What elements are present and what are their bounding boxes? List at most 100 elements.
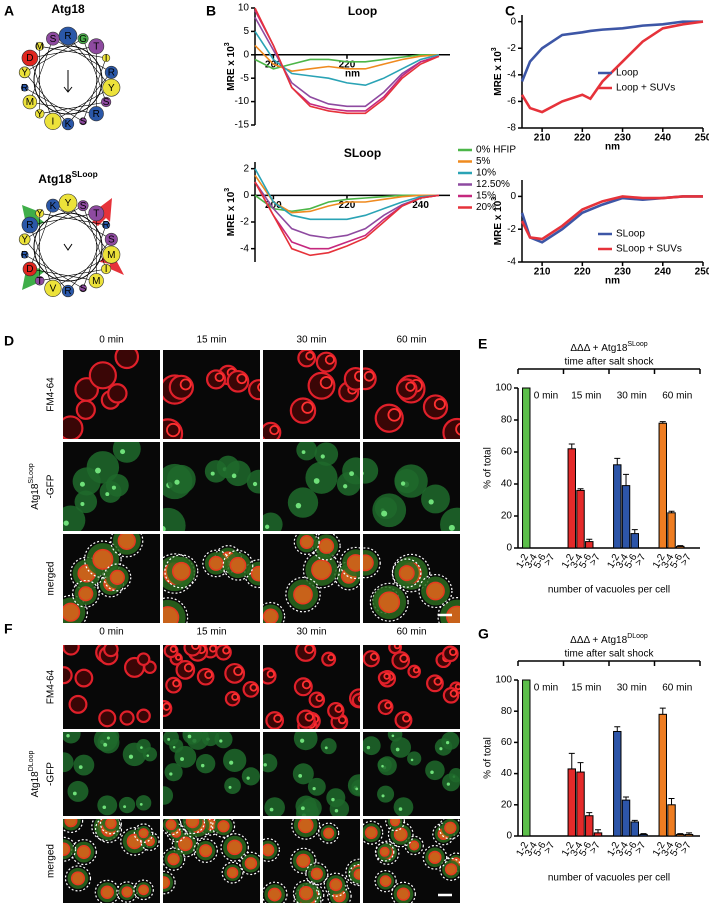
x-tick-label: >7 <box>679 552 694 568</box>
group-label: 30 min <box>617 683 647 694</box>
y-tick-label: 2 <box>243 163 249 174</box>
vacuole-merged <box>105 819 117 830</box>
residue-label: S <box>50 34 57 45</box>
cell-gfp <box>225 460 251 487</box>
cell-outline <box>263 881 288 903</box>
error-bar <box>614 457 621 465</box>
vacuole <box>301 401 314 414</box>
cell-outline <box>263 601 286 623</box>
residue <box>20 250 29 259</box>
vacuole-merged <box>297 819 314 834</box>
cells <box>363 457 460 531</box>
y-axis-label: MRE x 103 <box>491 197 503 245</box>
gfp-dot <box>167 737 171 741</box>
cell-gfp <box>295 795 317 816</box>
gfp-dot <box>331 797 335 802</box>
row-label: FM4-64 <box>46 377 57 412</box>
cell-outline <box>64 865 92 892</box>
y-tick-label: -8 <box>507 123 516 134</box>
y-tick-label: 20 <box>501 511 513 522</box>
cell-outline <box>63 819 84 834</box>
cells <box>363 547 460 623</box>
cell-outline <box>63 594 88 623</box>
vacuole <box>136 652 151 667</box>
vacuole <box>442 417 460 439</box>
residue-label: D <box>26 264 33 275</box>
y-tick-label: 0 <box>510 16 516 27</box>
bar <box>658 422 667 549</box>
residue <box>21 49 39 67</box>
legend-label: 15% <box>476 191 496 202</box>
chart-title: Loop <box>348 4 377 18</box>
series-line <box>254 7 440 115</box>
cell-gfp <box>377 785 395 803</box>
vacuole-merged <box>298 886 314 901</box>
vacuole-merged <box>78 586 94 602</box>
vacuole-merged <box>63 602 81 622</box>
row-label: merged <box>46 844 57 878</box>
superscript: 3 <box>491 47 498 51</box>
cell-outline <box>166 823 186 843</box>
residue <box>34 108 45 119</box>
vacuole <box>454 683 460 691</box>
row-label: -GFP <box>46 762 57 786</box>
cell-outline <box>163 597 189 623</box>
cell-gfp <box>293 732 318 751</box>
gfp-dot <box>269 807 274 812</box>
gfp-dot <box>80 502 85 507</box>
error-bar <box>586 812 593 816</box>
gfp-dot <box>381 510 388 517</box>
vacuole <box>266 669 275 679</box>
residue <box>35 41 45 51</box>
gfp-dot <box>381 764 384 768</box>
cell-outline <box>133 823 154 843</box>
residue-label: I <box>105 264 108 275</box>
residue-label: R <box>93 109 100 120</box>
gfp-dot <box>219 739 223 743</box>
cell-gfp <box>63 752 74 773</box>
error-bar <box>577 488 584 491</box>
cell-outline <box>263 838 280 862</box>
column-header: 60 min <box>396 627 426 638</box>
gfp-dot <box>103 742 108 747</box>
group-label: 60 min <box>662 391 692 402</box>
vacuole <box>169 645 178 653</box>
vacuole <box>315 693 324 703</box>
cell-gfp <box>314 442 339 466</box>
column-header: 60 min <box>396 335 426 346</box>
cell-outline <box>311 534 341 561</box>
vacuole <box>119 710 135 726</box>
cell-outline <box>70 839 97 866</box>
cells <box>363 645 460 729</box>
bar <box>613 464 622 549</box>
cell-gfp <box>214 732 233 749</box>
panel-label: E <box>478 336 487 352</box>
cell-outline <box>391 553 431 593</box>
text-part: Atg18 <box>51 2 85 16</box>
vacuole-merged <box>163 606 180 623</box>
vacuole <box>388 645 403 655</box>
error-bar <box>668 798 675 805</box>
bar <box>567 448 576 549</box>
bar <box>585 541 594 549</box>
residue <box>21 216 39 234</box>
vacuole-merged <box>226 866 239 879</box>
cell-gfp <box>372 493 407 528</box>
residue-label: R <box>26 220 33 231</box>
cell-outline <box>220 833 249 862</box>
superscript: SLoop <box>72 169 98 179</box>
gfp-dot <box>445 740 450 745</box>
gfp-dot <box>187 734 192 739</box>
cell-outline <box>392 558 422 588</box>
cells <box>263 819 360 903</box>
cell-outline <box>418 573 453 609</box>
cell-gfp <box>263 753 278 773</box>
bar <box>621 485 631 549</box>
gfp-dot <box>265 524 270 529</box>
vacuole-merged <box>217 820 230 833</box>
x-tick-label: 200 <box>265 200 282 211</box>
residue <box>101 96 112 108</box>
cell-outline <box>345 858 360 887</box>
residue-label: R <box>64 31 71 42</box>
